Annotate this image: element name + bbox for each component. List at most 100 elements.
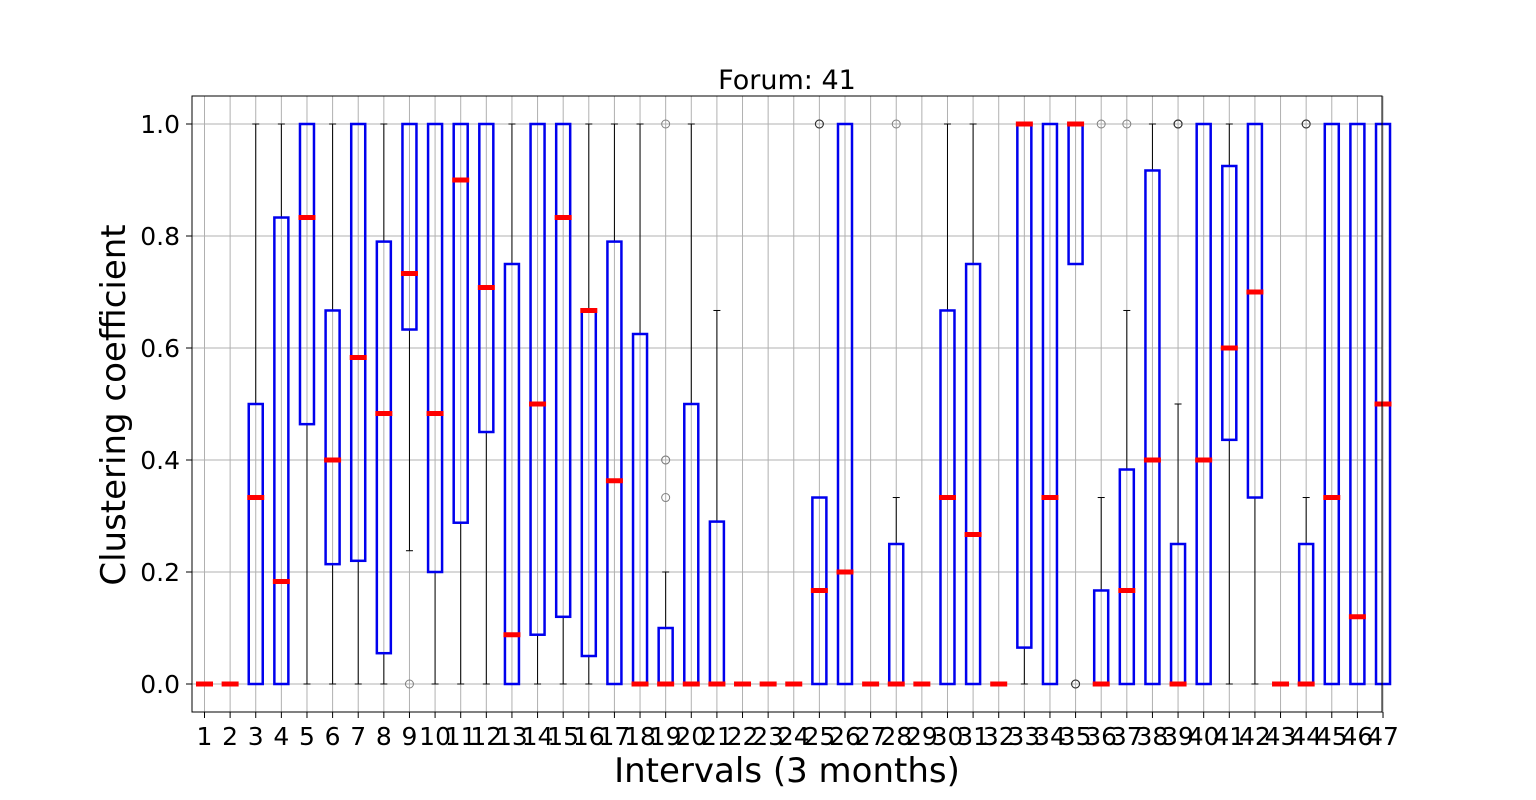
outlier-point xyxy=(891,119,901,129)
x-tick-label: 31 xyxy=(957,722,989,751)
y-axis-label: Clustering coefficient xyxy=(94,224,134,585)
box-45 xyxy=(1323,122,1341,686)
x-tick-label: 34 xyxy=(1034,722,1066,751)
x-tick-label: 19 xyxy=(650,722,682,751)
x-tick-label: 13 xyxy=(496,722,528,751)
outlier-point xyxy=(1122,119,1132,129)
x-tick-label: 23 xyxy=(752,722,784,751)
box-39 xyxy=(1169,119,1187,687)
iqr-box xyxy=(298,122,316,426)
x-tick-label: 21 xyxy=(701,722,733,751)
x-tick-label: 11 xyxy=(445,722,477,751)
box-13 xyxy=(503,123,521,686)
iqr-box xyxy=(426,122,444,574)
box-5 xyxy=(298,122,316,685)
x-tick-label: 24 xyxy=(778,722,810,751)
box-33 xyxy=(1015,121,1033,685)
box-42 xyxy=(1246,122,1264,685)
y-tick-label: 0.8 xyxy=(140,222,180,251)
x-tick-label: 9 xyxy=(402,722,418,751)
x-tick-label: 27 xyxy=(855,722,887,751)
box-11 xyxy=(452,122,470,685)
box-3 xyxy=(247,123,265,686)
x-tick-label: 8 xyxy=(376,722,392,751)
box-10 xyxy=(426,122,444,685)
x-tick-label: 40 xyxy=(1188,722,1220,751)
x-tick-label: 28 xyxy=(880,722,912,751)
x-tick-label: 18 xyxy=(624,722,656,751)
iqr-box xyxy=(375,240,393,655)
iqr-box xyxy=(554,122,572,619)
x-tick-label: 30 xyxy=(932,722,964,751)
x-tick-label: 38 xyxy=(1137,722,1169,751)
x-tick-label: 12 xyxy=(470,722,502,751)
iqr-box xyxy=(503,262,521,686)
x-tick-label: 46 xyxy=(1341,722,1373,751)
box-14 xyxy=(529,122,547,685)
iqr-box xyxy=(349,122,367,563)
x-tick-label: 26 xyxy=(829,722,861,751)
box-6 xyxy=(324,123,342,685)
y-tick-label: 1.0 xyxy=(140,110,180,139)
iqr-box xyxy=(964,262,982,686)
box-16 xyxy=(580,123,598,685)
x-tick-label: 10 xyxy=(419,722,451,751)
box-37 xyxy=(1118,119,1136,686)
iqr-box xyxy=(478,122,495,434)
x-tick-label: 43 xyxy=(1265,722,1297,751)
y-tick-label: 0.2 xyxy=(140,558,180,587)
outlier-point xyxy=(661,119,671,129)
x-tick-label: 36 xyxy=(1085,722,1117,751)
box-46 xyxy=(1348,122,1366,686)
box-28 xyxy=(887,119,905,687)
box-40 xyxy=(1195,122,1213,686)
x-tick-label: 2 xyxy=(222,722,238,751)
x-tick-label: 44 xyxy=(1290,722,1322,751)
iqr-box xyxy=(1323,122,1341,686)
x-tick-label: 14 xyxy=(522,722,554,751)
marks-layer xyxy=(196,119,1392,689)
box-34 xyxy=(1041,122,1059,686)
x-tick-label: 5 xyxy=(299,722,315,751)
box-41 xyxy=(1220,123,1238,685)
x-tick-label: 29 xyxy=(906,722,938,751)
x-tick-label: 20 xyxy=(675,722,707,751)
x-tick-label: 39 xyxy=(1162,722,1194,751)
x-tick-label: 37 xyxy=(1111,722,1143,751)
x-tick-label: 22 xyxy=(727,722,759,751)
x-tick-label: 1 xyxy=(197,722,213,751)
plot-frame xyxy=(191,95,1383,713)
iqr-box xyxy=(452,122,469,524)
grid-layer xyxy=(192,96,1384,712)
iqr-box xyxy=(1246,122,1264,499)
x-tick-label: 4 xyxy=(273,722,289,751)
x-axis-label: Intervals (3 months) xyxy=(614,751,960,791)
box-7 xyxy=(349,122,367,685)
iqr-box xyxy=(529,122,546,636)
chart-title: Forum: 41 xyxy=(718,65,856,96)
ticks-layer: 0.00.20.40.60.81.01 2 3 4 5 6 7 8 9 1011121314151… xyxy=(140,110,1399,751)
box-36 xyxy=(1092,119,1110,687)
x-tick-label: 17 xyxy=(599,722,631,751)
box-9 xyxy=(400,122,418,689)
x-tick-label: 32 xyxy=(983,722,1015,751)
outlier-point xyxy=(1096,119,1106,129)
outlier-point xyxy=(1071,679,1081,689)
box-15 xyxy=(554,122,572,685)
x-tick-label: 35 xyxy=(1060,722,1092,751)
iqr-box xyxy=(606,240,623,686)
outlier-point xyxy=(661,455,671,465)
box-21 xyxy=(708,309,726,687)
x-tick-label: 47 xyxy=(1367,722,1399,751)
iqr-box xyxy=(836,122,854,686)
iqr-box xyxy=(324,309,341,566)
x-tick-label: 16 xyxy=(573,722,605,751)
outlier-point xyxy=(661,493,671,503)
box-38 xyxy=(1143,123,1161,686)
x-tick-label: 15 xyxy=(547,722,579,751)
box-47 xyxy=(1374,122,1392,686)
outlier-point xyxy=(1173,119,1183,129)
iqr-box xyxy=(1221,164,1238,442)
